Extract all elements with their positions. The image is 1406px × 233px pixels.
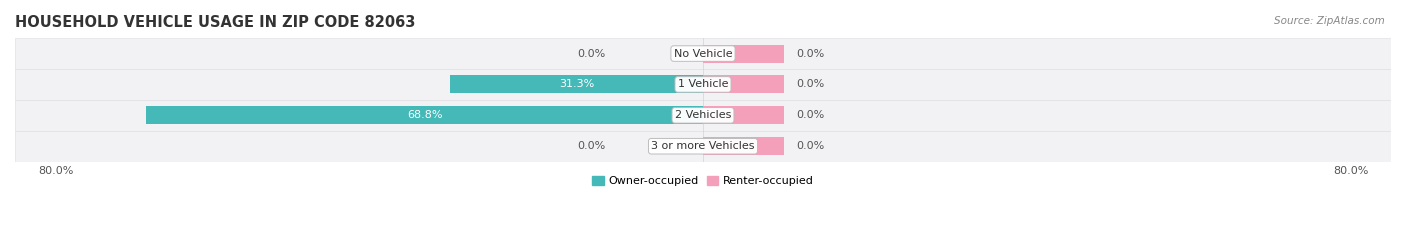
Bar: [703, 137, 785, 155]
Text: Source: ZipAtlas.com: Source: ZipAtlas.com: [1274, 16, 1385, 26]
Text: 31.3%: 31.3%: [558, 79, 593, 89]
Bar: [15, 131, 1391, 162]
Text: 0.0%: 0.0%: [578, 48, 606, 58]
Bar: [703, 45, 785, 62]
Text: 0.0%: 0.0%: [796, 110, 824, 120]
Bar: [450, 75, 703, 93]
Bar: [703, 106, 785, 124]
Bar: [15, 38, 1391, 69]
Text: 0.0%: 0.0%: [796, 48, 824, 58]
Text: 2 Vehicles: 2 Vehicles: [675, 110, 731, 120]
Text: 3 or more Vehicles: 3 or more Vehicles: [651, 141, 755, 151]
Legend: Owner-occupied, Renter-occupied: Owner-occupied, Renter-occupied: [588, 171, 818, 191]
Text: HOUSEHOLD VEHICLE USAGE IN ZIP CODE 82063: HOUSEHOLD VEHICLE USAGE IN ZIP CODE 8206…: [15, 15, 415, 30]
Text: 1 Vehicle: 1 Vehicle: [678, 79, 728, 89]
Text: 0.0%: 0.0%: [796, 79, 824, 89]
Bar: [15, 100, 1391, 131]
Text: 68.8%: 68.8%: [406, 110, 443, 120]
Text: 0.0%: 0.0%: [796, 141, 824, 151]
Text: 0.0%: 0.0%: [578, 141, 606, 151]
Text: No Vehicle: No Vehicle: [673, 48, 733, 58]
Bar: [703, 75, 785, 93]
Bar: [15, 69, 1391, 100]
Bar: [146, 106, 703, 124]
